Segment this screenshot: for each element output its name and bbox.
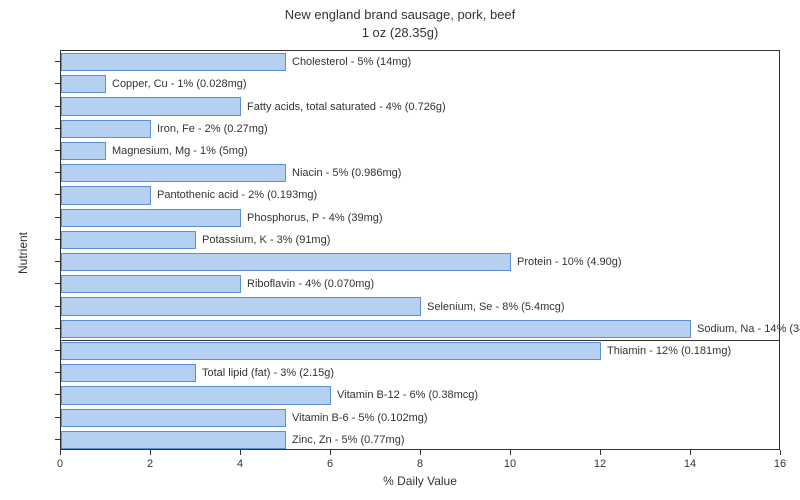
x-tick-label: 2 (147, 458, 153, 470)
bar-label: Iron, Fe - 2% (0.27mg) (157, 123, 268, 135)
x-tick-label: 0 (57, 458, 63, 470)
nutrient-bar (61, 231, 196, 249)
bar-row: Total lipid (fat) - 3% (2.15g) (61, 364, 781, 382)
x-tick (420, 450, 421, 455)
y-tick (55, 172, 60, 173)
nutrient-bar (61, 275, 241, 293)
y-tick (55, 217, 60, 218)
bar-label: Selenium, Se - 8% (5.4mcg) (427, 301, 565, 313)
bar-row: Fatty acids, total saturated - 4% (0.726… (61, 97, 781, 115)
nutrient-chart: New england brand sausage, pork, beef 1 … (0, 0, 800, 500)
y-tick (55, 106, 60, 107)
y-tick (55, 83, 60, 84)
plot-area: Cholesterol - 5% (14mg) Copper, Cu - 1% (… (60, 50, 780, 450)
x-tick-label: 12 (594, 458, 606, 470)
bar-label: Magnesium, Mg - 1% (5mg) (112, 145, 248, 157)
x-tick (60, 450, 61, 455)
bar-label: Riboflavin - 4% (0.070mg) (247, 278, 374, 290)
bar-row: Thiamin - 12% (0.181mg) (61, 342, 781, 360)
bar-label: Phosphorus, P - 4% (39mg) (247, 212, 383, 224)
x-tick-label: 4 (237, 458, 243, 470)
bar-label: Copper, Cu - 1% (0.028mg) (112, 78, 247, 90)
bar-row: Iron, Fe - 2% (0.27mg) (61, 120, 781, 138)
nutrient-bar (61, 342, 601, 360)
bar-label: Sodium, Na - 14% (346mg) (697, 323, 800, 335)
bar-label: Pantothenic acid - 2% (0.193mg) (157, 189, 317, 201)
bar-label: Protein - 10% (4.90g) (517, 256, 622, 268)
y-tick (55, 150, 60, 151)
bar-label: Total lipid (fat) - 3% (2.15g) (202, 367, 334, 379)
bar-row: Vitamin B-12 - 6% (0.38mcg) (61, 386, 781, 404)
bar-row: Protein - 10% (4.90g) (61, 253, 781, 271)
bar-label: Vitamin B-12 - 6% (0.38mcg) (337, 389, 478, 401)
y-tick (55, 128, 60, 129)
x-tick-label: 6 (327, 458, 333, 470)
bar-label: Fatty acids, total saturated - 4% (0.726… (247, 101, 446, 113)
x-tick (150, 450, 151, 455)
nutrient-bar (61, 53, 286, 71)
x-axis-title: % Daily Value (60, 474, 780, 488)
y-tick (55, 283, 60, 284)
y-tick (55, 194, 60, 195)
nutrient-bar (61, 297, 421, 315)
bar-row: Vitamin B-6 - 5% (0.102mg) (61, 409, 781, 427)
x-tick (780, 450, 781, 455)
y-tick (55, 261, 60, 262)
x-tick-label: 14 (684, 458, 696, 470)
y-tick (55, 328, 60, 329)
nutrient-bar (61, 75, 106, 93)
separator-line (61, 340, 779, 341)
nutrient-bar (61, 409, 286, 427)
bar-row: Zinc, Zn - 5% (0.77mg) (61, 431, 781, 449)
chart-title-line2: 1 oz (28.35g) (0, 24, 800, 42)
x-tick (330, 450, 331, 455)
y-tick (55, 306, 60, 307)
y-tick (55, 439, 60, 440)
x-tick-label: 8 (417, 458, 423, 470)
y-tick (55, 239, 60, 240)
chart-title-block: New england brand sausage, pork, beef 1 … (0, 6, 800, 41)
bar-label: Thiamin - 12% (0.181mg) (607, 345, 731, 357)
y-tick (55, 372, 60, 373)
x-tick (240, 450, 241, 455)
bar-row: Niacin - 5% (0.986mg) (61, 164, 781, 182)
bar-label: Zinc, Zn - 5% (0.77mg) (292, 434, 404, 446)
nutrient-bar (61, 431, 286, 449)
y-tick (55, 394, 60, 395)
bar-row: Potassium, K - 3% (91mg) (61, 231, 781, 249)
nutrient-bar (61, 186, 151, 204)
x-tick-label: 10 (504, 458, 516, 470)
bar-label: Cholesterol - 5% (14mg) (292, 56, 411, 68)
nutrient-bar (61, 253, 511, 271)
x-tick (600, 450, 601, 455)
y-axis-title: Nutrient (16, 232, 30, 274)
nutrient-bar (61, 97, 241, 115)
y-tick (55, 350, 60, 351)
bar-row: Sodium, Na - 14% (346mg) (61, 320, 781, 338)
y-tick (55, 61, 60, 62)
bar-row: Phosphorus, P - 4% (39mg) (61, 209, 781, 227)
x-tick-label: 16 (774, 458, 786, 470)
bar-label: Niacin - 5% (0.986mg) (292, 167, 401, 179)
nutrient-bar (61, 320, 691, 338)
nutrient-bar (61, 120, 151, 138)
bar-row: Pantothenic acid - 2% (0.193mg) (61, 186, 781, 204)
x-tick (690, 450, 691, 455)
chart-title-line1: New england brand sausage, pork, beef (0, 6, 800, 24)
bar-row: Riboflavin - 4% (0.070mg) (61, 275, 781, 293)
bar-row: Selenium, Se - 8% (5.4mcg) (61, 297, 781, 315)
y-tick (55, 417, 60, 418)
nutrient-bar (61, 364, 196, 382)
x-tick (510, 450, 511, 455)
nutrient-bar (61, 209, 241, 227)
bar-row: Cholesterol - 5% (14mg) (61, 53, 781, 71)
bar-label: Vitamin B-6 - 5% (0.102mg) (292, 412, 428, 424)
nutrient-bar (61, 164, 286, 182)
bar-row: Copper, Cu - 1% (0.028mg) (61, 75, 781, 93)
bar-label: Potassium, K - 3% (91mg) (202, 234, 330, 246)
bar-row: Magnesium, Mg - 1% (5mg) (61, 142, 781, 160)
nutrient-bar (61, 142, 106, 160)
nutrient-bar (61, 386, 331, 404)
